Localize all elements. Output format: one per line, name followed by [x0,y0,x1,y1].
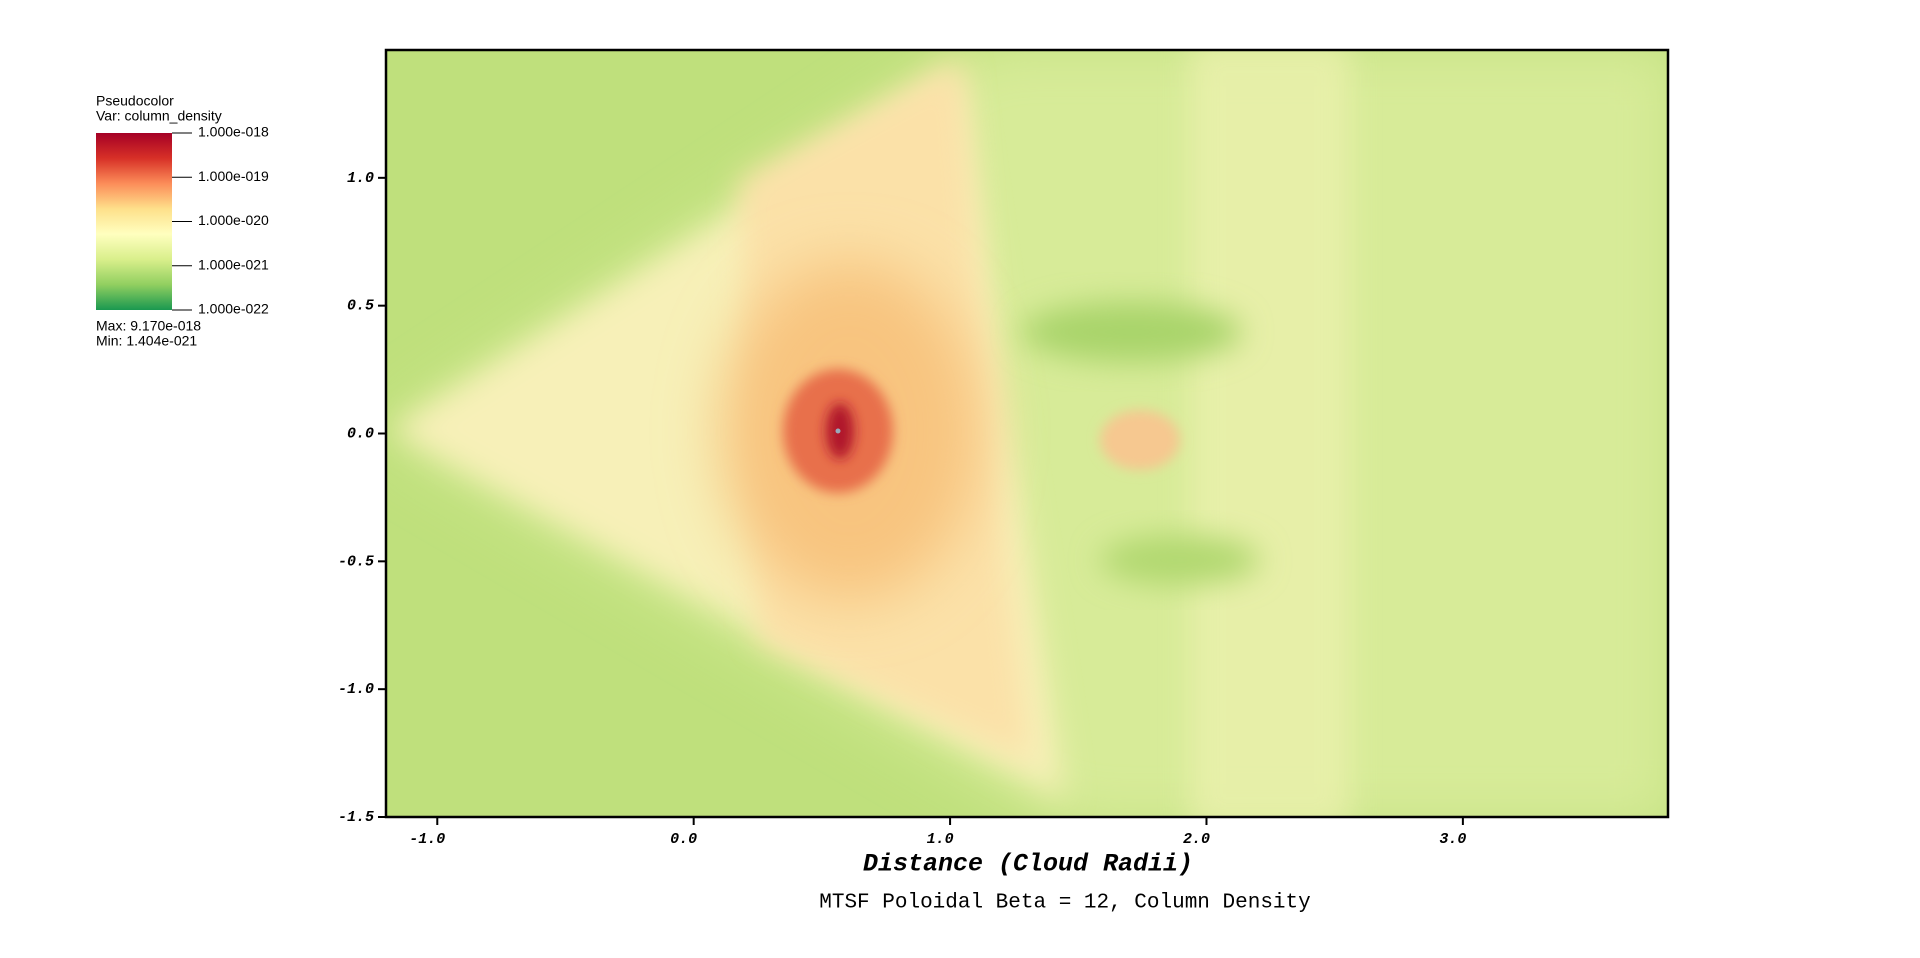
legend-max: Max: 9.170e-018 [96,318,201,334]
chart-title: MTSF Poloidal Beta = 12, Column Density [819,892,1310,915]
x-tick-label: 0.0 [670,831,697,848]
x-tick-label: -1.0 [409,831,445,848]
legend-tick-label: 1.000e-019 [198,168,269,184]
x-tick-label: 3.0 [1439,831,1466,848]
y-tick-label: 1.0 [347,170,374,187]
legend-min: Min: 1.404e-021 [96,333,197,349]
legend-tick-label: 1.000e-021 [198,256,269,272]
y-tick-label: 0.0 [347,425,374,442]
legend-tick-label: 1.000e-022 [198,301,269,317]
y-tick-label: 0.5 [347,298,374,315]
y-tick-label: -1.5 [338,809,374,826]
y-tick-label: -1.0 [338,681,374,698]
x-tick-label: 1.0 [927,831,954,848]
y-tick-label: -0.5 [338,553,374,570]
x-tick-label: 2.0 [1183,831,1210,848]
legend-variable: Var: column_density [96,108,222,124]
x-axis-label: Distance (Cloud Radii) [863,850,1193,879]
colorbar [96,133,172,310]
legend-title: Pseudocolor [96,93,174,109]
field-image [386,50,1668,817]
legend-tick-label: 1.000e-020 [198,212,269,228]
legend-tick-label: 1.000e-018 [198,124,269,140]
